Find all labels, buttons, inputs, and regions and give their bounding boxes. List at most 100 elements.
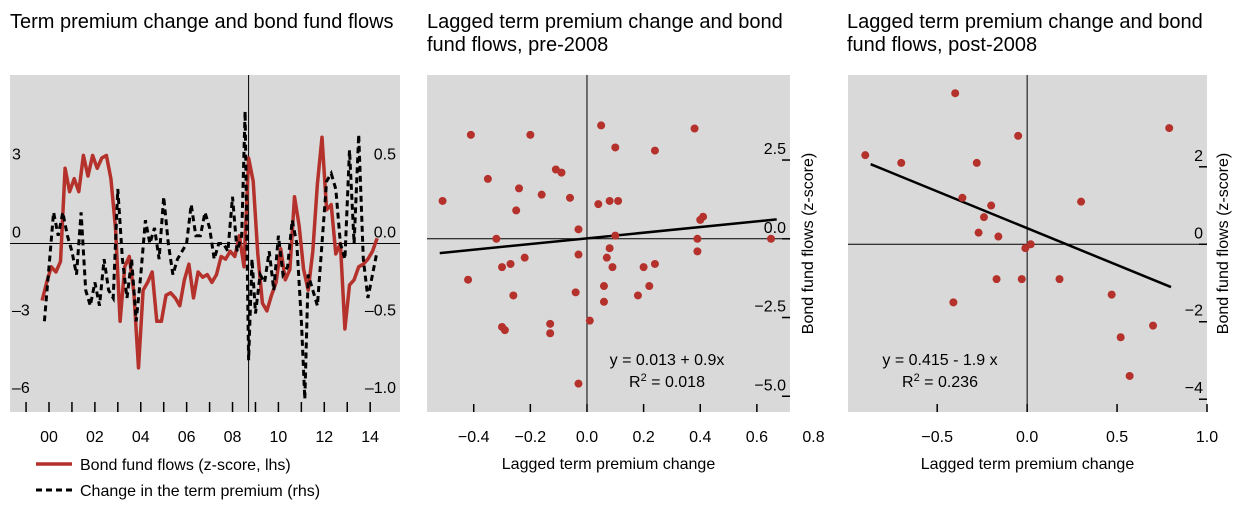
y-right-tick-label: –0.5 [365, 302, 396, 319]
scatter-point [546, 329, 555, 338]
x-tick-label: −0.5 [921, 429, 953, 446]
y-tick-label: 2.5 [764, 141, 786, 158]
scatter-point [466, 130, 475, 139]
scatter-point [602, 253, 611, 262]
scatter-point [1055, 275, 1064, 284]
r-squared-label: R2 = 0.236 [902, 372, 978, 391]
y-right-tick-label: 0.5 [374, 147, 396, 164]
scatter-point [509, 291, 518, 300]
regression-equation: y = 0.415 - 1.9 x [882, 352, 997, 369]
scatter-point [994, 232, 1003, 241]
y-left-tick-label: –3 [12, 302, 30, 319]
scatter-point [438, 196, 447, 205]
scatter-point [1125, 371, 1134, 380]
scatter-point [949, 298, 958, 307]
scatter-point [605, 244, 614, 253]
y-tick-label: −2.5 [754, 299, 786, 316]
scatter-point [500, 326, 509, 335]
scatter-point [951, 89, 960, 98]
scatter-point [574, 379, 583, 388]
scatter-point [1116, 333, 1125, 342]
scatter-point [565, 193, 574, 202]
scatter-point [557, 168, 566, 177]
x-tick-label: 04 [132, 429, 150, 446]
scatter-point [1017, 275, 1026, 284]
scatter-point [650, 146, 659, 155]
x-tick-label: 02 [86, 429, 104, 446]
scatter-point [1077, 197, 1086, 206]
x-tick-label: −0.4 [458, 429, 490, 446]
x-tick-label: 06 [178, 429, 196, 446]
scatter-point [972, 158, 981, 167]
y-left-tick-label: 0 [12, 225, 21, 242]
scatter-point [645, 282, 654, 291]
x-tick-label: 0.0 [576, 429, 598, 446]
y-tick-label: −5.0 [754, 377, 786, 394]
x-tick-label: 0.5 [1106, 429, 1128, 446]
y-tick-label: 0 [1194, 225, 1203, 242]
scatter-point [599, 297, 608, 306]
scatter-point [537, 190, 546, 199]
scatter-point [1107, 290, 1116, 299]
x-tick-label: 0.4 [689, 429, 711, 446]
legend-label-flows: Bond fund flows (z-score, lhs) [80, 457, 291, 474]
scatter-point [1026, 240, 1035, 249]
scatter-point [574, 250, 583, 259]
scatter-point [599, 282, 608, 291]
y-tick-label: −2 [1185, 303, 1203, 320]
regression-equation: y = 0.013 + 0.9x [610, 352, 725, 369]
scatter-point [492, 234, 501, 243]
scatter-point [571, 288, 580, 297]
scatter-point [526, 130, 535, 139]
scatter-point [605, 196, 614, 205]
scatter-point [464, 275, 473, 284]
scatter-point [1014, 131, 1023, 140]
scatter-point [693, 234, 702, 243]
x-axis-label: Lagged term premium change [502, 456, 716, 473]
legend-label-premium: Change in the term premium (rhs) [80, 483, 320, 500]
y-right-tick-label: 0.0 [374, 225, 396, 242]
r-squared-label: R2 = 0.018 [629, 372, 705, 391]
scatter-point [520, 253, 529, 262]
scatter-point [979, 213, 988, 222]
y-tick-label: 0.0 [764, 220, 786, 237]
y-left-tick-label: 3 [12, 147, 21, 164]
x-tick-label: 10 [270, 429, 288, 446]
scatter-point [699, 212, 708, 221]
scatter-point [608, 263, 617, 272]
chart-2: −0.4 −0.2 0.0 0.2 0.4 0.6 0.8 2.5 0.0 −2.5 −5.0 Lag… [427, 75, 825, 473]
scatter-point [597, 121, 606, 130]
scatter-point [897, 158, 906, 167]
chart-1: 3 0 –3 –6 0.5 0.0 –0.5 –1.0 00 02 04 06 08 10 12 14 Bond… [10, 75, 400, 500]
y-left-tick-label: –6 [12, 380, 30, 397]
x-tick-label: 08 [224, 429, 242, 446]
chart-title-3: Lagged term premium change and bond fund… [847, 11, 1203, 56]
series-line-bond-fund-flows [40, 135, 379, 370]
chart-3: −0.5 0.0 0.5 1.0 2 0 −2 −4 Lagged term premium c… [848, 75, 1232, 473]
scatter-point [650, 259, 659, 268]
regression-line [439, 218, 777, 255]
scatter-point [958, 193, 967, 202]
scatter-point [861, 151, 870, 160]
scatter-point [515, 184, 524, 193]
scatter-point [1165, 124, 1174, 133]
x-tick-label: −0.2 [515, 429, 547, 446]
scatter-point [498, 263, 507, 272]
scatter-point [767, 234, 776, 243]
y-axis-label: Bond fund flows (z-score) [1215, 153, 1232, 334]
x-axis-label: Lagged term premium change [921, 456, 1135, 473]
chart-title-1: Term premium change and bond fund flows [10, 11, 394, 33]
x-tick-label: 1.0 [1196, 429, 1218, 446]
x-tick-label: 0.2 [632, 429, 654, 446]
series-line-term-premium [42, 111, 379, 400]
scatter-point [614, 196, 623, 205]
scatter-point [611, 143, 620, 152]
x-tick-label: 00 [40, 429, 58, 446]
x-tick-label: 12 [315, 429, 333, 446]
regression-line [870, 163, 1172, 289]
scatter-point [585, 316, 594, 325]
scatter-point [546, 319, 555, 328]
scatter-point [1149, 321, 1158, 330]
scatter-point [639, 263, 648, 272]
